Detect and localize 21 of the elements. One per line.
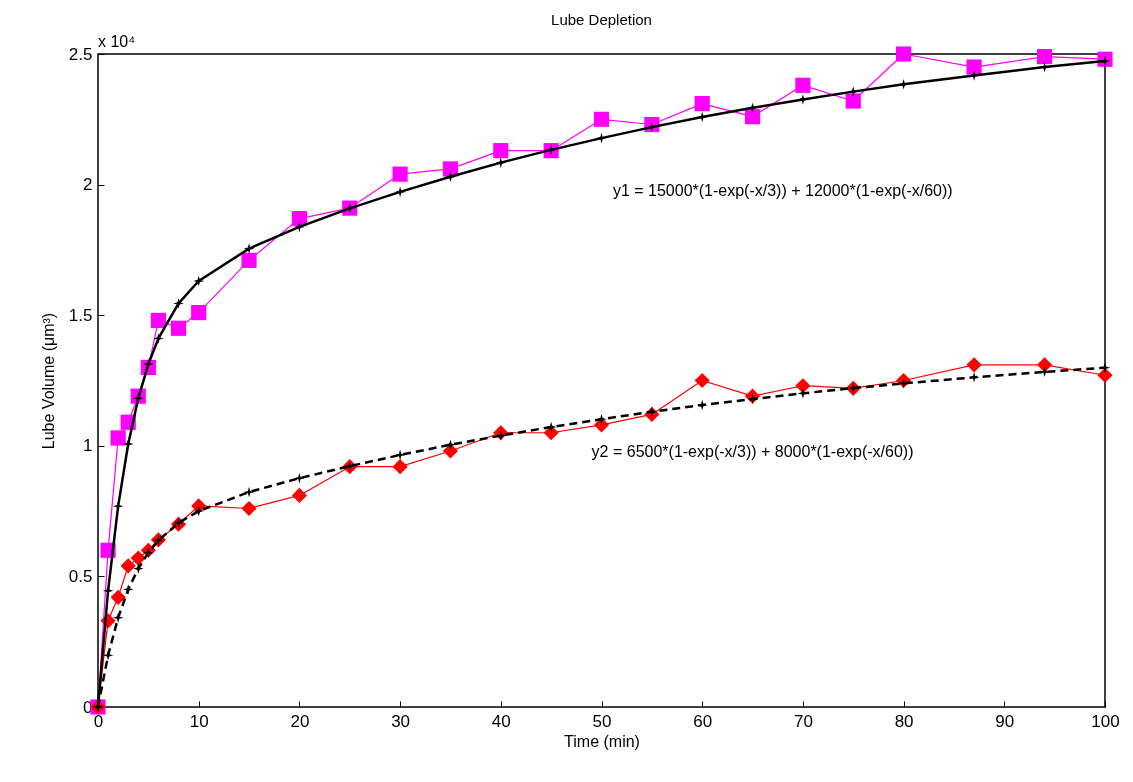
annotation: y1 = 15000*(1-exp(-x/3)) + 12000*(1-exp(-x/60))	[612, 182, 953, 200]
y-tick-label: 2	[83, 175, 93, 195]
x-tick-label: 80	[894, 711, 914, 731]
x-tick-label: 30	[391, 711, 411, 731]
x-axis-title: Time (min)	[564, 732, 640, 750]
x-tick-label: 60	[693, 711, 713, 731]
y-tick-label: 1	[83, 436, 93, 456]
y-tick-label: 0.5	[68, 566, 93, 586]
x-tick-label: 10	[189, 711, 209, 731]
x-tick-label: 20	[290, 711, 310, 731]
x-tick-label: 90	[995, 711, 1015, 731]
annotation: y2 = 6500*(1-exp(-x/3)) + 8000*(1-exp(-x/60))	[591, 443, 914, 461]
x-tick-label: 50	[592, 711, 612, 731]
text: x 10⁴	[98, 33, 136, 50]
x-tick-label: 70	[793, 711, 813, 731]
y-tick-label: 2.5	[68, 44, 93, 64]
y-tick-label: 1.5	[68, 305, 93, 325]
chart-title: Lube Depletion	[551, 11, 652, 28]
x-tick-label: 40	[491, 711, 511, 731]
x-tick-label: 100	[1091, 711, 1120, 731]
y-axis-title: Lube Volume (μm³)	[39, 312, 57, 450]
